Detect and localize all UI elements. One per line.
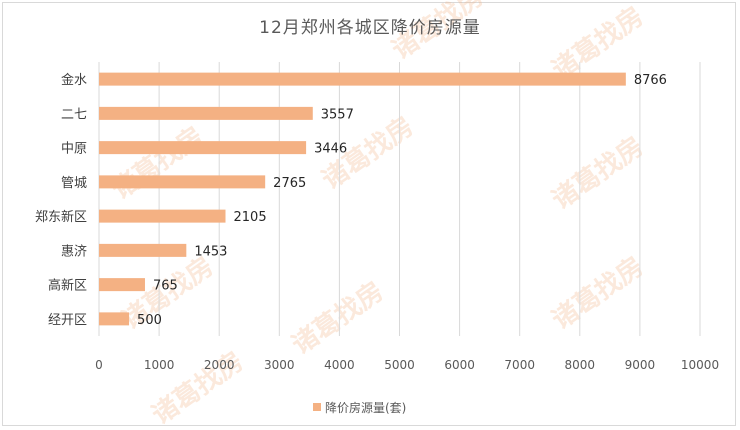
category-label: 惠济 xyxy=(61,244,87,259)
bar xyxy=(99,175,266,189)
category-label: 二七 xyxy=(61,107,87,122)
chart-title: 12月郑州各城区降价房源量 xyxy=(259,18,481,38)
category-label: 高新区 xyxy=(48,278,87,294)
x-tick-label: 7000 xyxy=(504,358,535,372)
bar xyxy=(99,209,226,223)
legend-swatch xyxy=(313,403,321,411)
category-label: 经开区 xyxy=(48,313,87,328)
legend: 降价房源量(套) xyxy=(313,400,406,415)
bar xyxy=(99,312,130,326)
x-tick-label: 4000 xyxy=(324,358,355,372)
data-label: 2105 xyxy=(234,210,267,225)
legend-label: 降价房源量(套) xyxy=(325,400,406,415)
bar xyxy=(99,278,145,292)
watermark-text: 诸葛找房 xyxy=(107,121,209,205)
data-label: 8766 xyxy=(634,73,667,88)
watermark-text: 诸葛找房 xyxy=(287,276,389,360)
x-axis-ticks: 0 1000 2000 3000 4000 5000 6000 7000 8000 9000 100… xyxy=(95,358,719,372)
category-label: 中原 xyxy=(61,142,87,157)
x-tick-label: 0 xyxy=(95,358,103,372)
data-label: 765 xyxy=(153,279,178,294)
category-label: 管城 xyxy=(61,176,87,191)
x-tick-label: 8000 xyxy=(565,358,596,372)
data-labels: 8766 3557 3446 2765 2105 1453 765 500 xyxy=(137,73,667,328)
bar xyxy=(99,72,626,86)
x-tick-label: 2000 xyxy=(204,358,235,372)
data-label: 3446 xyxy=(314,142,347,157)
data-label: 3557 xyxy=(321,107,354,122)
data-label: 500 xyxy=(137,313,162,328)
data-label: 1453 xyxy=(194,244,227,259)
x-tick-label: 6000 xyxy=(444,358,475,372)
category-label: 金水 xyxy=(61,72,87,88)
data-label: 2765 xyxy=(273,176,306,191)
category-label: 郑东新区 xyxy=(35,209,87,225)
x-tick-label: 9000 xyxy=(625,358,656,372)
x-tick-label: 3000 xyxy=(264,358,295,372)
x-tick-label: 5000 xyxy=(384,358,415,372)
watermark-text: 诸葛找房 xyxy=(547,251,649,335)
bar xyxy=(99,141,307,155)
bar xyxy=(99,106,313,120)
bars xyxy=(99,72,626,326)
x-tick-label: 1000 xyxy=(144,358,175,372)
bar xyxy=(99,243,187,257)
x-tick-label: 10000 xyxy=(681,358,719,372)
watermark-text: 诸葛找房 xyxy=(547,131,649,215)
